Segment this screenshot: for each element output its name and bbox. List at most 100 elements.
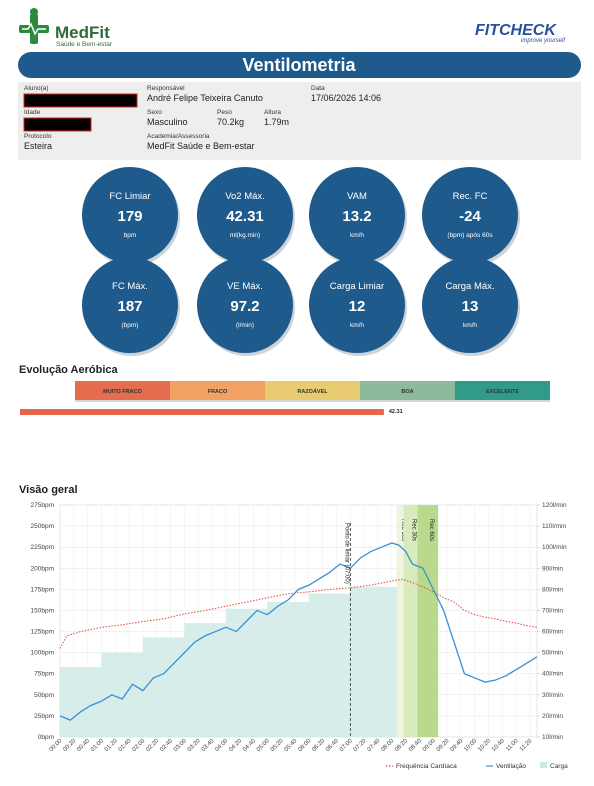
y-tick-label: 250bpm bbox=[31, 523, 55, 530]
brand: MedFit bbox=[55, 23, 110, 42]
level-band bbox=[455, 381, 550, 400]
field-label: Peso bbox=[217, 109, 232, 116]
y-tick-label: 225bpm bbox=[31, 544, 55, 551]
metric-label: Vo2 Máx. bbox=[225, 191, 265, 202]
metric-value: 42.31 bbox=[226, 208, 264, 225]
series-line bbox=[59, 578, 538, 649]
metric-circle bbox=[82, 167, 178, 263]
metric-unit: km/h bbox=[350, 232, 364, 239]
x-tick-label: 07:00 bbox=[339, 738, 354, 753]
section-title: Evolução Aeróbica bbox=[19, 364, 119, 376]
metric-value: 13.2 bbox=[342, 208, 371, 225]
recovery-band bbox=[417, 505, 439, 737]
x-tick-label: 03:00 bbox=[173, 738, 188, 753]
level-label: BOA bbox=[401, 389, 413, 395]
x-tick-label: 02:20 bbox=[145, 738, 160, 753]
field-label: Sexo bbox=[147, 109, 162, 116]
partner-tagline: improve yourself bbox=[521, 38, 566, 44]
metric-unit: (bpm) bbox=[122, 322, 139, 329]
metric-value: 12 bbox=[349, 298, 366, 315]
field-label: Idade bbox=[24, 109, 41, 116]
metric-circle bbox=[197, 167, 293, 263]
y2-tick-label: 70l/min bbox=[542, 607, 563, 614]
y2-tick-label: 40l/min bbox=[542, 671, 563, 678]
metric-value: 187 bbox=[117, 298, 142, 315]
metric-circle bbox=[422, 257, 518, 353]
x-tick-label: 11:00 bbox=[505, 738, 520, 753]
field-label: Aluno(a) bbox=[24, 85, 49, 92]
y-tick-label: 75bpm bbox=[34, 671, 54, 678]
field-label: Altura bbox=[264, 109, 281, 116]
series-line bbox=[59, 542, 538, 721]
partner: FITCHECK bbox=[475, 22, 557, 39]
level-label: RAZOÁVEL bbox=[297, 388, 328, 395]
metric-label: VAM bbox=[347, 191, 367, 202]
x-tick-label: 04:00 bbox=[214, 738, 229, 753]
legend-label: Carga bbox=[550, 763, 568, 770]
x-tick-label: 09:40 bbox=[450, 738, 465, 753]
y2-tick-label: 80l/min bbox=[542, 586, 563, 593]
level-label: MUITO FRACO bbox=[103, 389, 142, 395]
x-tick-label: 02:40 bbox=[159, 738, 174, 753]
y-tick-label: 200bpm bbox=[31, 565, 55, 572]
y-tick-label: 275bpm bbox=[31, 502, 55, 509]
metric-value: -24 bbox=[459, 208, 481, 225]
y-tick-label: 50bpm bbox=[34, 692, 54, 699]
field-label: Data bbox=[311, 85, 325, 92]
field-value: 1.79m bbox=[264, 117, 289, 127]
title: Ventilometria bbox=[242, 55, 356, 75]
x-tick-label: 06:20 bbox=[311, 738, 326, 753]
y2-tick-label: 30l/min bbox=[542, 692, 563, 699]
metric-unit: (l/min) bbox=[236, 322, 254, 329]
y-tick-label: 150bpm bbox=[31, 607, 55, 614]
y-tick-label: 125bpm bbox=[31, 629, 55, 636]
metric-circle bbox=[82, 257, 178, 353]
x-tick-label: 00:20 bbox=[62, 738, 77, 753]
x-tick-label: 05:20 bbox=[270, 738, 285, 753]
x-tick-label: 10:40 bbox=[491, 738, 506, 753]
title-bar bbox=[18, 52, 581, 78]
x-tick-label: 07:20 bbox=[353, 738, 368, 753]
y2-tick-label: 60l/min bbox=[542, 629, 563, 636]
redacted bbox=[23, 93, 138, 108]
metric-unit: ml(kg.min) bbox=[230, 232, 260, 239]
metric-circle bbox=[422, 167, 518, 263]
legend-label: Ventilação bbox=[496, 763, 526, 770]
y2-tick-label: 120l/min bbox=[542, 502, 567, 509]
level-label: EXCELENTE bbox=[486, 389, 519, 395]
metric-unit: (bpm) após 60s bbox=[447, 232, 493, 239]
x-tick-label: 08:40 bbox=[408, 738, 423, 753]
y-tick-label: 25bpm bbox=[34, 713, 54, 720]
field-value: André Felipe Teixeira Canuto bbox=[147, 93, 263, 103]
field-value: Masculino bbox=[147, 117, 188, 127]
x-tick-label: 06:40 bbox=[325, 738, 340, 753]
metric-unit: km/h bbox=[350, 322, 364, 329]
y2-tick-label: 20l/min bbox=[542, 713, 563, 720]
x-tick-label: 09:20 bbox=[436, 738, 451, 753]
level-label: FRACO bbox=[208, 389, 228, 395]
metric-circle bbox=[309, 167, 405, 263]
metric-value: 13 bbox=[462, 298, 479, 315]
band-label: Rec 10s bbox=[400, 519, 406, 541]
x-tick-label: 09:00 bbox=[422, 738, 437, 753]
x-tick-label: 10:00 bbox=[463, 738, 478, 753]
field-value: 70.2kg bbox=[217, 117, 244, 127]
legend-label: Frequência Cardíaca bbox=[396, 763, 457, 770]
metric-value: 97.2 bbox=[230, 298, 259, 315]
redacted bbox=[23, 117, 92, 132]
tagline: Saúde e Bem-estar bbox=[56, 41, 113, 48]
aerobic-value: 42.31 bbox=[389, 409, 403, 415]
field-label: Protocolo bbox=[24, 133, 52, 140]
metric-label: FC Máx. bbox=[112, 281, 148, 292]
metric-unit: bpm bbox=[124, 232, 137, 239]
metric-value: 179 bbox=[117, 208, 142, 225]
band-label: Rec 60s bbox=[428, 519, 434, 541]
x-tick-label: 05:40 bbox=[284, 738, 299, 753]
metric-label: Rec. FC bbox=[453, 191, 488, 202]
x-tick-label: 08:20 bbox=[394, 738, 409, 753]
y2-tick-label: 100l/min bbox=[542, 544, 567, 551]
x-tick-label: 10:20 bbox=[477, 738, 492, 753]
metric-circle bbox=[309, 257, 405, 353]
threshold-label: Ponto de limiar (07:00) bbox=[343, 523, 349, 584]
